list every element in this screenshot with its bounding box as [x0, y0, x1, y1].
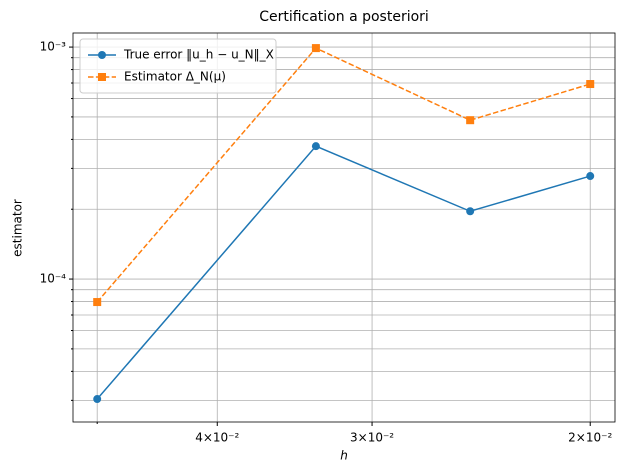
x-axis-label: h [340, 449, 348, 463]
legend-label: True error ‖u_h − u_N‖_X [123, 48, 274, 62]
legend-box [79, 38, 277, 94]
marker [93, 395, 102, 404]
series-line [96, 47, 591, 303]
y-tick-label: 10⁻⁴ [40, 272, 67, 286]
marker [466, 116, 475, 125]
marker [311, 44, 320, 53]
x-tick-label: 4×10⁻² [195, 431, 239, 445]
marker [466, 207, 475, 216]
marker [586, 172, 595, 181]
plot-frame [72, 32, 616, 423]
marker [586, 80, 595, 89]
y-axis-label: estimator [11, 199, 25, 257]
x-tick-label: 3×10⁻² [350, 431, 394, 445]
x-tick-label: 2×10⁻² [568, 431, 612, 445]
marker [311, 142, 320, 151]
marker [93, 298, 102, 307]
chart-title: Certification a posteriori [259, 9, 429, 25]
marker [98, 73, 106, 81]
legend-label: Estimator Δ_N(μ) [124, 70, 226, 84]
marker [98, 51, 106, 59]
y-tick-label: 10⁻³ [40, 40, 67, 54]
series-line [96, 145, 591, 400]
